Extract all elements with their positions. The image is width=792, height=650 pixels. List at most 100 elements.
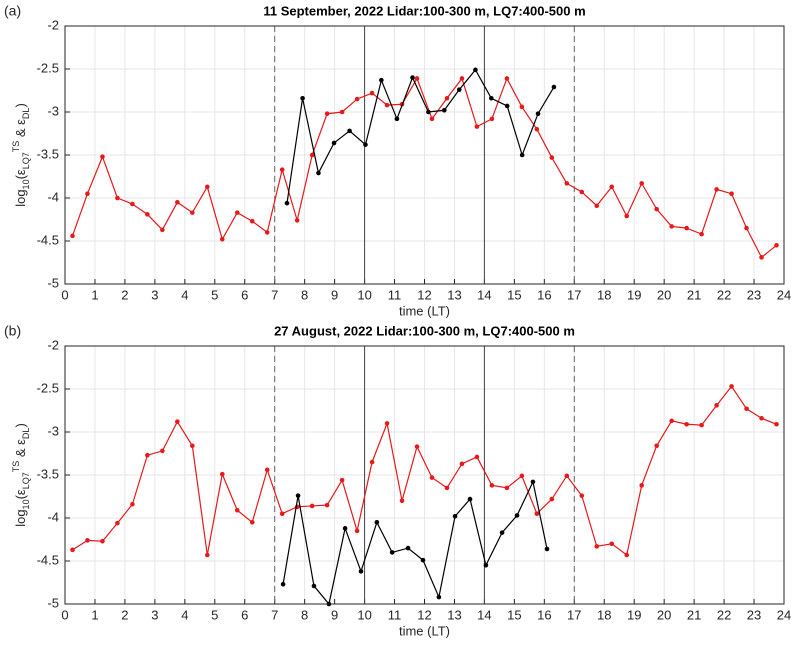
x-tick-label: 17: [567, 607, 581, 622]
data-point: [316, 170, 321, 176]
panel-label: (b): [4, 323, 21, 339]
x-tick-label: 6: [241, 607, 248, 622]
data-point: [160, 227, 165, 233]
data-point: [234, 210, 240, 215]
x-tick-label: 24: [777, 287, 791, 302]
y-tick-label: -2: [47, 337, 59, 352]
y-axis-label-part: (ε: [13, 489, 28, 499]
data-point: [309, 503, 315, 509]
data-point: [729, 191, 734, 196]
x-axis-label: time (LT): [399, 623, 450, 638]
data-point: [474, 124, 480, 129]
data-point: [441, 107, 447, 113]
y-tick-label: -5: [47, 595, 59, 610]
data-point: [624, 213, 630, 219]
y-axis-label-part: & ε: [13, 119, 28, 141]
y-tick-label: -2: [47, 17, 59, 32]
x-tick-label: 7: [271, 607, 278, 622]
data-point: [414, 444, 420, 449]
x-tick-label: 10: [357, 607, 371, 622]
data-point: [654, 443, 659, 449]
data-point: [311, 583, 317, 589]
data-point: [579, 189, 585, 195]
data-point: [294, 218, 300, 223]
x-tick-label: 21: [687, 607, 701, 622]
data-point: [175, 419, 180, 424]
data-point: [729, 384, 734, 389]
data-point: [699, 231, 704, 237]
data-point: [535, 111, 541, 117]
x-tick-label: 3: [151, 607, 158, 622]
x-tick-label: 20: [657, 287, 671, 302]
data-point: [420, 557, 426, 563]
data-point: [519, 152, 525, 158]
y-tick-label: -5: [47, 275, 59, 290]
data-point: [399, 498, 405, 504]
data-point: [429, 475, 435, 480]
data-point: [100, 538, 105, 544]
data-point: [279, 511, 285, 516]
x-tick-label: 4: [181, 607, 188, 622]
x-tick-label: 14: [477, 287, 491, 302]
data-point: [190, 443, 195, 449]
y-axis-label: log10(εLQ7TS & εDL): [11, 423, 31, 527]
data-point: [684, 225, 689, 231]
data-point: [669, 418, 674, 424]
x-tick-label: 2: [121, 287, 128, 302]
y-axis-label-part: ): [13, 103, 28, 107]
data-point: [405, 545, 411, 551]
data-point: [369, 90, 375, 96]
x-tick-label: 20: [657, 607, 671, 622]
data-point: [205, 184, 210, 190]
data-point: [489, 95, 494, 101]
data-point: [714, 403, 719, 408]
data-point: [410, 75, 415, 80]
x-tick-label: 21: [687, 287, 701, 302]
data-point: [654, 206, 659, 212]
x-axis-label: time (LT): [399, 303, 450, 318]
y-tick-label: -2.5: [37, 60, 59, 75]
data-point: [774, 421, 779, 427]
x-tick-label: 1: [91, 607, 98, 622]
y-tick-label: -3.5: [37, 146, 59, 161]
data-point: [444, 485, 450, 491]
data-point: [70, 233, 75, 239]
data-point: [459, 461, 465, 467]
y-axis-label-part: log: [13, 189, 28, 206]
x-tick-label: 12: [417, 287, 431, 302]
data-point: [504, 485, 510, 491]
x-tick-label: 3: [151, 287, 158, 302]
y-axis-label-part: 10: [21, 179, 31, 189]
series-line: [286, 68, 555, 204]
x-tick-label: 15: [507, 287, 521, 302]
data-point: [504, 103, 510, 109]
data-point: [699, 422, 704, 428]
data-point: [354, 96, 360, 102]
y-tick-label: -3: [47, 103, 59, 118]
y-tick-label: -2.5: [37, 380, 59, 395]
data-point: [774, 243, 779, 248]
data-point: [85, 538, 90, 543]
series-line: [282, 480, 548, 606]
x-tick-label: 23: [747, 607, 761, 622]
data-point: [324, 111, 330, 117]
x-tick-label: 17: [567, 287, 581, 302]
data-point: [499, 530, 505, 535]
data-point: [175, 200, 180, 205]
data-point: [374, 520, 380, 525]
data-point: [684, 421, 689, 427]
y-axis-label-part: & ε: [13, 439, 28, 461]
x-tick-label: 11: [388, 607, 402, 622]
y-tick-label: -4.5: [37, 232, 59, 247]
data-point: [534, 126, 540, 132]
data-point: [530, 479, 536, 485]
x-tick-label: 6: [241, 287, 248, 302]
x-tick-label: 1: [91, 287, 98, 302]
data-point: [414, 76, 420, 81]
panel: 0 1 2 3 4 5 6 7 8 9 10 11 12 13 14 15 16 17 18 19 20 21 22 23 24…: [4, 3, 791, 319]
data-point: [279, 167, 285, 172]
data-point: [342, 526, 348, 531]
data-point: [300, 95, 305, 101]
x-tick-label: 16: [537, 287, 551, 302]
data-point: [519, 104, 525, 110]
